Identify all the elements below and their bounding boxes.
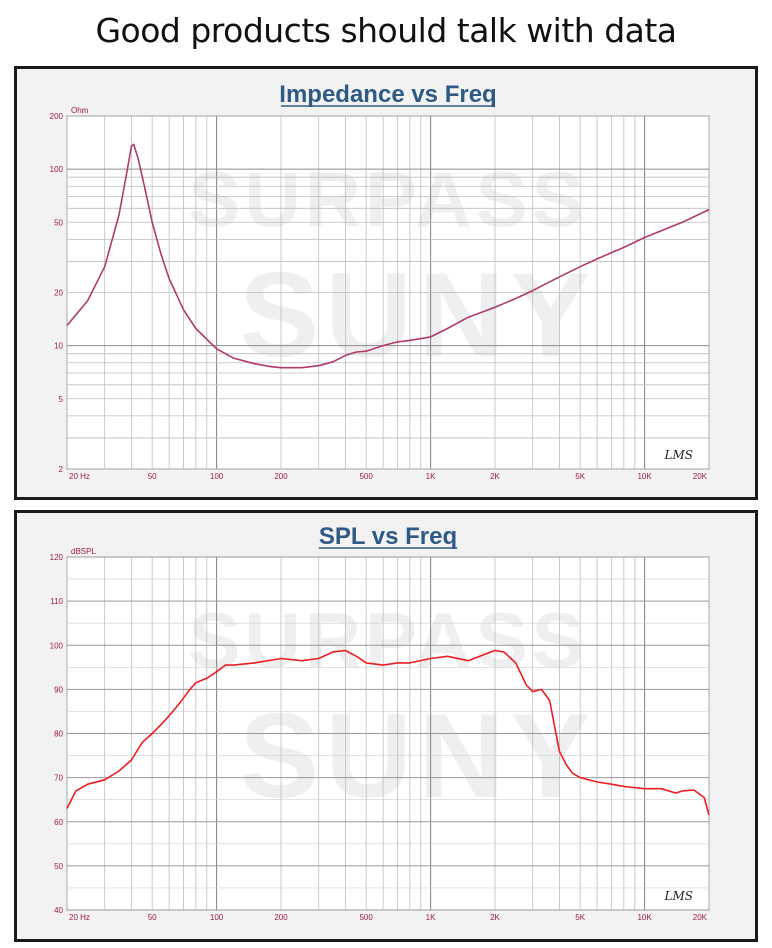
x-tick-label: 20K — [693, 472, 708, 481]
lms-annotation: LMS — [664, 448, 693, 462]
series-line-0 — [66, 649, 710, 816]
x-tick-label: 5K — [575, 472, 585, 481]
x-tick-label: 100 — [210, 913, 224, 922]
y-tick-label: 120 — [50, 553, 64, 562]
x-tick-label: 2K — [490, 913, 500, 922]
y-tick-label: 100 — [50, 165, 64, 174]
x-tick-label: 100 — [210, 472, 224, 481]
x-tick-label: 20K — [693, 913, 708, 922]
banner-title: Good products should talk with data — [95, 11, 677, 50]
impedance-chart-panel: Impedance vs Freq SURPASS SUNY 20 Hz 50 100 20… — [14, 66, 758, 500]
series-line-0 — [66, 143, 710, 369]
y-tick-label: 60 — [54, 818, 63, 827]
y-tick-label: 2 — [59, 465, 64, 474]
grid — [66, 115, 710, 470]
x-tick-label: 10K — [637, 472, 652, 481]
y-axis-unit-label: Ohm — [71, 106, 89, 115]
x-tick-label: 50 — [148, 472, 157, 481]
y-tick-label: 50 — [54, 862, 63, 871]
x-tick-label: 5K — [575, 913, 585, 922]
x-tick-label: 10K — [637, 913, 652, 922]
y-axis-unit-label: dBSPL — [71, 547, 96, 556]
watermark-line2: SUNY — [239, 689, 596, 823]
x-tick-label: 200 — [274, 472, 288, 481]
spl-chart-panel: SPL vs Freq SURPASS SUNY 20 Hz 50 100 200 500 1K… — [14, 510, 758, 942]
header-banner: Good products should talk with data — [0, 0, 772, 62]
x-tick-label: 500 — [359, 913, 373, 922]
x-tick-label: 500 — [359, 472, 373, 481]
y-tick-label: 110 — [50, 597, 63, 606]
x-tick-label: 1K — [426, 913, 436, 922]
x-tick-label: 200 — [274, 913, 288, 922]
x-tick-label: 1K — [426, 472, 436, 481]
x-tick-label: 2K — [490, 472, 500, 481]
chart-title: Impedance vs Freq — [279, 81, 496, 108]
watermark-line1: SURPASS — [188, 596, 587, 684]
x-tick-label: 50 — [148, 913, 157, 922]
x-tick-label: 20 Hz — [69, 913, 90, 922]
y-tick-label: 80 — [54, 730, 63, 739]
y-tick-label: 10 — [54, 342, 63, 351]
y-tick-label: 70 — [54, 774, 63, 783]
y-tick-label: 90 — [54, 685, 63, 694]
watermark-line2: SUNY — [239, 248, 596, 382]
y-tick-label: 5 — [59, 395, 64, 404]
y-tick-label: 100 — [50, 641, 64, 650]
x-tick-label: 20 Hz — [69, 472, 90, 481]
y-tick-label: 20 — [54, 289, 63, 298]
y-tick-label: 50 — [54, 218, 63, 227]
chart-title: SPL vs Freq — [319, 523, 457, 550]
y-tick-label: 40 — [54, 906, 63, 915]
y-tick-label: 200 — [50, 112, 64, 121]
lms-annotation: LMS — [664, 889, 693, 903]
grid — [66, 556, 710, 911]
watermark-line1: SURPASS — [188, 155, 587, 243]
